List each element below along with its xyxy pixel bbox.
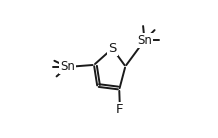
Text: Sn: Sn: [137, 34, 152, 47]
Text: F: F: [116, 103, 124, 116]
Text: S: S: [108, 42, 117, 55]
Text: Sn: Sn: [60, 60, 75, 73]
